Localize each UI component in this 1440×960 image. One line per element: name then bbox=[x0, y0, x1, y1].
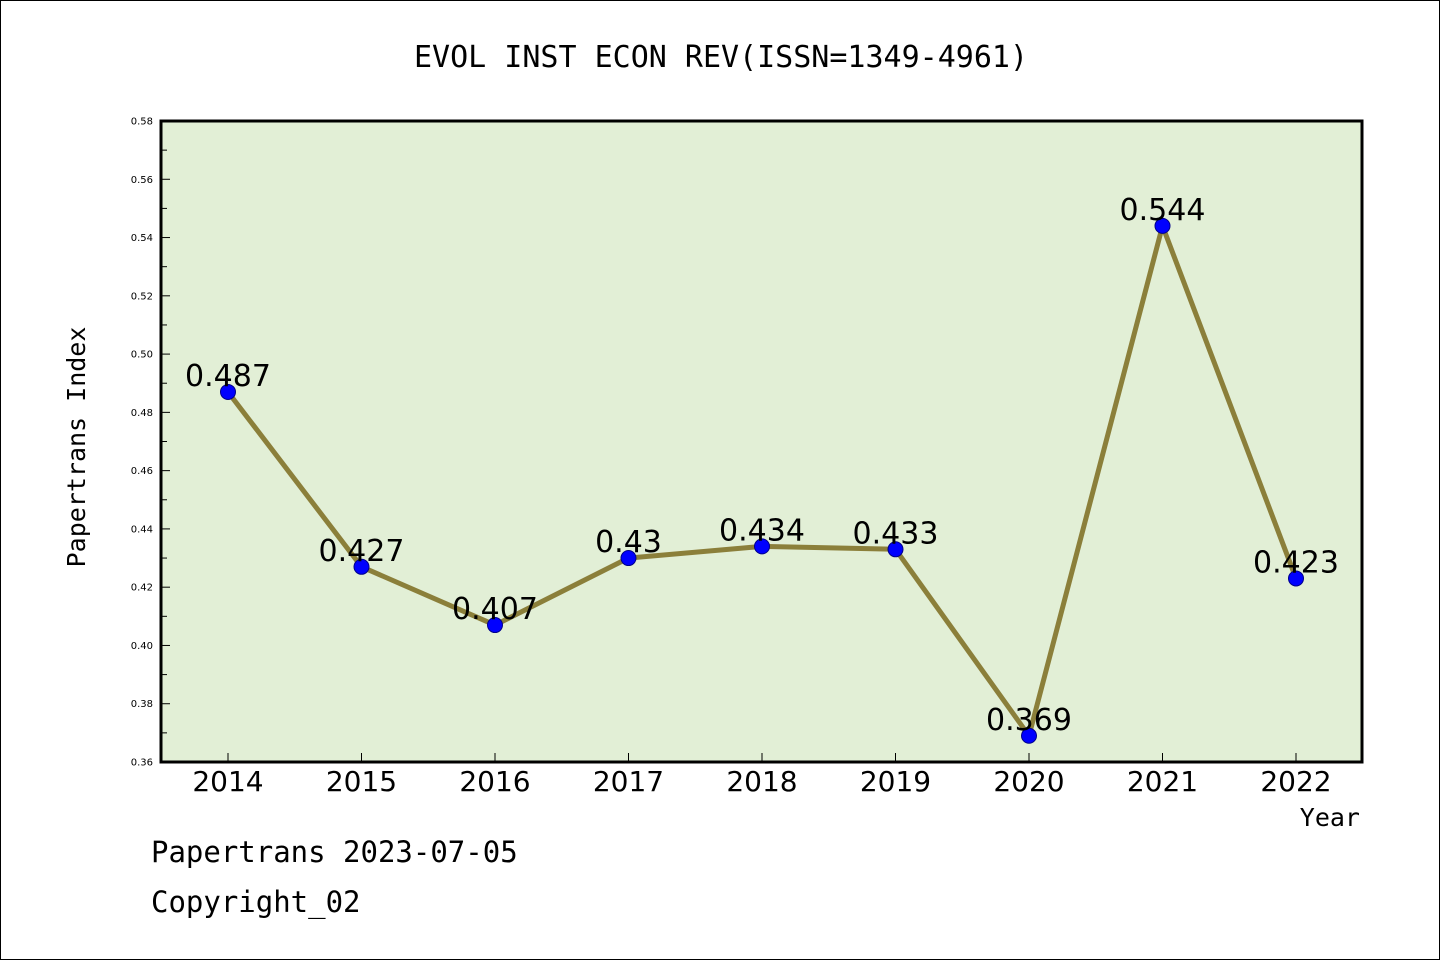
x-tick-label: 2020 bbox=[993, 765, 1064, 798]
data-label: 0.544 bbox=[1120, 193, 1206, 228]
y-tick-label: 0.58 bbox=[131, 117, 153, 128]
y-tick-label: 0.54 bbox=[131, 233, 153, 244]
data-label: 0.423 bbox=[1253, 545, 1339, 580]
x-tick-label: 2016 bbox=[459, 765, 530, 798]
data-label: 0.427 bbox=[319, 534, 405, 569]
data-point bbox=[1021, 727, 1037, 744]
x-tick-label: 2015 bbox=[326, 765, 397, 798]
data-label: 0.369 bbox=[986, 703, 1072, 738]
y-tick-label: 0.44 bbox=[131, 524, 153, 535]
data-label: 0.487 bbox=[185, 359, 271, 394]
y-tick-label: 0.36 bbox=[131, 758, 153, 769]
x-tick-label: 2022 bbox=[1260, 765, 1331, 798]
data-label: 0.434 bbox=[719, 513, 805, 548]
series-markers bbox=[220, 217, 1304, 744]
data-label: 0.433 bbox=[853, 516, 939, 551]
x-tick-label: 2017 bbox=[593, 765, 664, 798]
y-tick-label: 0.50 bbox=[131, 350, 153, 361]
footer-copyright: Copyright_02 bbox=[151, 885, 361, 919]
y-tick-label: 0.40 bbox=[131, 641, 153, 652]
y-tick-label: 0.52 bbox=[131, 291, 153, 302]
y-tick-label: 0.38 bbox=[131, 699, 153, 710]
x-tick-label: 2019 bbox=[860, 765, 931, 798]
x-axis-label: Year bbox=[1300, 803, 1360, 832]
data-point bbox=[754, 538, 770, 555]
y-tick-label: 0.48 bbox=[131, 408, 153, 419]
y-axis: 0.36 0.38 0.40 0.42 0.44 0.46 0.48 0.50 0.52 0.54… bbox=[131, 117, 170, 769]
x-axis: 2014 2015 2016 2017 2018 2019 2020 2021 2022 bbox=[192, 753, 1332, 798]
data-point bbox=[220, 383, 236, 400]
x-tick-label: 2014 bbox=[192, 765, 263, 798]
chart-title: EVOL INST ECON REV(ISSN=1349-4961) bbox=[414, 40, 1028, 75]
y-tick-label: 0.56 bbox=[131, 175, 153, 186]
data-point bbox=[487, 617, 503, 634]
y-tick-label: 0.42 bbox=[131, 583, 153, 594]
data-point bbox=[620, 550, 637, 567]
data-point bbox=[1288, 570, 1304, 587]
data-label: 0.43 bbox=[595, 525, 662, 560]
data-point bbox=[1154, 217, 1171, 234]
data-point bbox=[887, 541, 904, 558]
data-labels: 0.487 0.427 0.407 0.43 0.434 0.433 0.369 0.544 0… bbox=[185, 193, 1339, 738]
footer-date: Papertrans 2023-07-05 bbox=[151, 835, 518, 869]
y-tick-label: 0.46 bbox=[131, 466, 153, 477]
data-point bbox=[353, 558, 370, 575]
x-tick-label: 2018 bbox=[726, 765, 797, 798]
y-axis-label: Papertrans Index bbox=[62, 327, 91, 568]
data-label: 0.407 bbox=[452, 592, 538, 627]
x-tick-label: 2021 bbox=[1127, 765, 1198, 798]
